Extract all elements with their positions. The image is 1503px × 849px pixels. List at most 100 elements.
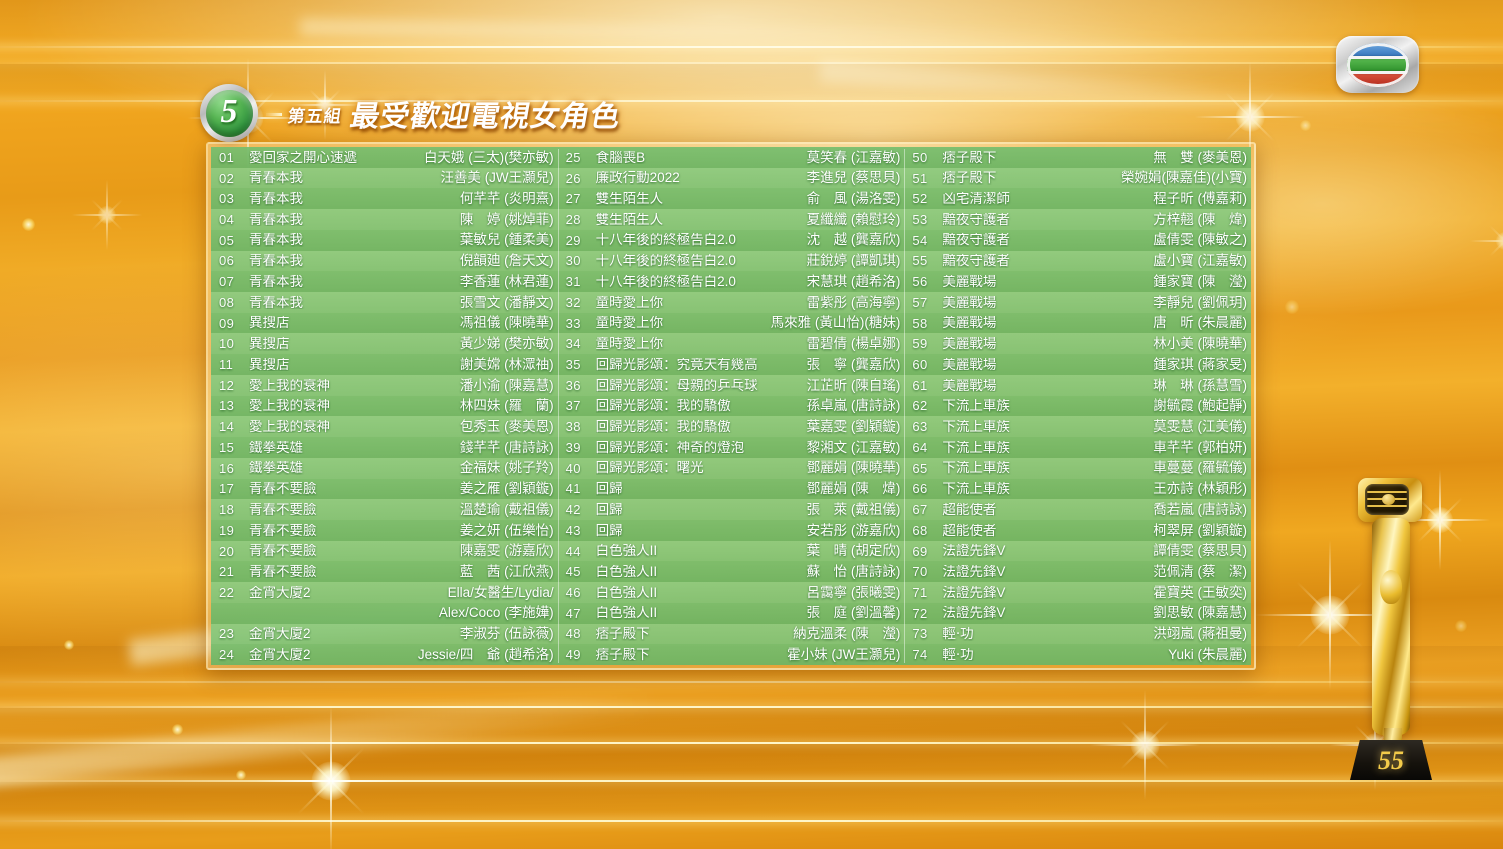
table-row: 39 回歸光影頌：神奇的燈泡 黎湘文 (江嘉敏) — [557, 437, 905, 458]
drama-title: 青春不要臉 — [249, 502, 317, 517]
drama-title: 金宵大廈2 — [249, 585, 311, 600]
character-and-actor: 雷紫彤 (高海寧) — [806, 294, 901, 310]
nominee-column-2: 25 食腦喪B 莫笑春 (江嘉敏) 26 廉政行動2022 李進兒 (蔡思貝) 27 雙生陌生… — [557, 147, 905, 665]
table-row: 51 痞子殿下 榮婉娟(陳嘉佳)(小寶) — [904, 167, 1252, 189]
table-row: 34 童時愛上你 雷碧倩 (楊卓娜) — [557, 333, 905, 355]
table-row: 59 美麗戰場 林小美 (陳曉華) — [904, 333, 1252, 355]
table-row: 18 青春不要臉 溫楚瑜 (戴祖儀) — [211, 499, 558, 520]
drama-title: 異搜店 — [249, 357, 290, 372]
table-row: 47 白色強人II 張 庭 (劉溫馨) — [557, 602, 905, 624]
character-and-actor: 鄧麗娟 (陳 煒) — [806, 481, 901, 497]
table-row: 46 白色強人II 呂靄寧 (張曦雯) — [557, 582, 905, 603]
row-index: 48 — [565, 626, 581, 642]
table-row: 61 美麗戰場 琳 琳 (孫慧雪) — [904, 374, 1252, 396]
row-index: 65 — [912, 460, 928, 476]
table-row: 17 青春不要臉 姜之雁 (劉穎鏇) — [211, 478, 558, 500]
character-and-actor: 盧小寶 (江嘉敏) — [1153, 253, 1248, 269]
character-and-actor: 蘇 怡 (唐詩詠) — [806, 563, 901, 579]
character-and-actor: 張 寧 (龔嘉欣) — [806, 356, 901, 372]
table-row: 67 超能使者 喬若嵐 (唐詩詠) — [904, 499, 1252, 520]
table-row: 36 回歸光影頌：母親的乒乓球 江芷昕 (陳自瑤) — [557, 374, 905, 396]
drama-title: 美麗戰場 — [942, 378, 997, 393]
table-row: 55 黯夜守護者 盧小寶 (江嘉敏) — [904, 250, 1252, 272]
row-index: 24 — [219, 647, 235, 663]
character-and-actor: 莫雯慧 (江美儀) — [1153, 418, 1248, 434]
row-index: 32 — [565, 294, 581, 310]
table-row: 40 回歸光影頌：曙光 鄧麗娟 (陳曉華) — [557, 457, 905, 479]
character-and-actor: 李靜兒 (劉佩玥) — [1153, 294, 1248, 310]
character-and-actor: 莊銳婷 (譚凱琪) — [806, 253, 901, 269]
table-row: 60 美麗戰場 鍾家琪 (蔣家旻) — [904, 354, 1252, 375]
character-and-actor: 程子昕 (傅嘉莉) — [1153, 191, 1248, 207]
nominee-column-1: 01 愛回家之開心速遞 白天娥 (三太)(樊亦敏) 02 青春本我 汪善美 (JW王灝兒)… — [211, 147, 558, 665]
character-and-actor: 譚倩雯 (蔡思貝) — [1153, 543, 1248, 559]
bokeh-3 — [236, 770, 246, 780]
character-and-actor: 雷碧倩 (楊卓娜) — [806, 336, 901, 352]
row-index: 14 — [219, 419, 235, 435]
drama-title: 金宵大廈2 — [249, 627, 311, 641]
character-and-actor: 宋慧琪 (趙希洛) — [806, 273, 901, 289]
table-row: 32 童時愛上你 雷紫彤 (高海寧) — [557, 292, 905, 313]
table-row: 70 法證先鋒V 范佩清 (蔡 潔) — [904, 561, 1252, 583]
drama-title: 童時愛上你 — [595, 316, 664, 330]
drama-title: 法證先鋒V — [942, 585, 1006, 600]
row-index: 31 — [565, 274, 581, 290]
character-and-actor: 琳 琳 (孫慧雪) — [1153, 377, 1248, 393]
table-row: 33 童時愛上你 馬來雅 (黃山怡)(糖妹) — [557, 312, 905, 334]
table-row: 15 鐵拳英雄 錢芊芊 (唐詩詠) — [211, 437, 558, 458]
character-and-actor: 葉 晴 (胡定欣) — [806, 543, 901, 559]
table-row: 30 十八年後的終極告白2.0 莊銳婷 (譚凱琪) — [557, 250, 905, 272]
table-row: 29 十八年後的終極告白2.0 沈 越 (龔嘉欣) — [557, 229, 905, 251]
drama-title: 黯夜守護者 — [942, 212, 1010, 227]
drama-title: 青春本我 — [249, 274, 303, 289]
table-row: 16 鐵拳英雄 金福妹 (姚子羚) — [211, 457, 558, 479]
table-row: 11 異搜店 謝美嫦 (林潀䄂) — [211, 354, 558, 375]
drama-title: 美麗戰場 — [942, 357, 997, 372]
table-row: 66 下流上車族 王亦詩 (林穎彤) — [904, 478, 1252, 500]
drama-title: 鐵拳英雄 — [249, 461, 303, 475]
table-row: 57 美麗戰場 李靜兒 (劉佩玥) — [904, 292, 1252, 313]
bokeh-4 — [1285, 300, 1299, 314]
drama-title: 食腦喪B — [595, 150, 646, 165]
character-and-actor: 倪韻廸 (詹天文) — [459, 253, 554, 269]
character-and-actor: 姜之妍 (伍樂怡) — [459, 522, 554, 538]
drama-title: 美麗戰場 — [942, 316, 997, 330]
row-index: 41 — [565, 481, 581, 497]
table-row: 74 輕‧功 Yuki (朱晨麗) — [904, 644, 1252, 665]
character-and-actor: 金福妹 (姚子羚) — [459, 460, 554, 476]
character-and-actor: 劉思敏 (陳嘉慧) — [1153, 605, 1248, 621]
drama-title: 金宵大廈2 — [249, 647, 311, 662]
row-index: 19 — [219, 522, 235, 538]
character-and-actor: 方梓翹 (陳 煒) — [1153, 211, 1248, 227]
row-index: 42 — [565, 502, 581, 518]
table-row: 65 下流上車族 車蔓蔓 (羅毓儀) — [904, 457, 1252, 479]
row-index: 25 — [565, 149, 581, 165]
character-and-actor: 莫笑春 (江嘉敏) — [806, 149, 901, 165]
row-index: 37 — [565, 398, 581, 414]
character-and-actor: 納克溫柔 (陳 瀅) — [793, 626, 901, 642]
drama-title: 青春不要臉 — [249, 523, 317, 538]
character-and-actor: 陳 婷 (姚焯菲) — [459, 211, 554, 227]
character-and-actor: 王亦詩 (林穎彤) — [1153, 481, 1248, 497]
table-row: 38 回歸光影頌：我的驕傲 葉嘉雯 (劉穎鏇) — [557, 416, 905, 438]
character-and-actor: 霍寶英 (王敏奕) — [1153, 584, 1248, 600]
row-index: 50 — [912, 149, 928, 165]
drama-title: 痞子殿下 — [942, 150, 997, 165]
character-and-actor: 唐 昕 (朱晨麗) — [1153, 315, 1248, 331]
row-index: 28 — [565, 212, 581, 228]
row-index: 12 — [219, 377, 235, 393]
drama-title: 下流上車族 — [942, 399, 1010, 413]
table-row: 72 法證先鋒V 劉思敏 (陳嘉慧) — [904, 602, 1252, 624]
table-row: 14 愛上我的衰神 包秀玉 (麥美恩) — [211, 416, 558, 438]
row-index: 04 — [219, 212, 235, 228]
row-index: 73 — [912, 626, 928, 642]
drama-title: 青春不要臉 — [249, 564, 317, 579]
drama-title: 回歸光影頌：我的驕傲 — [595, 399, 731, 413]
character-and-actor: 李進兒 (蔡思貝) — [806, 170, 901, 186]
character-and-actor: 張雪文 (潘靜文) — [459, 294, 554, 310]
character-and-actor: 汪善美 (JW王灝兒) — [440, 170, 554, 186]
table-row: 64 下流上車族 車芊芊 (郭柏妍) — [904, 437, 1252, 458]
table-row: 68 超能使者 柯翠屏 (劉穎鏇) — [904, 519, 1252, 541]
row-index: 30 — [565, 253, 581, 269]
